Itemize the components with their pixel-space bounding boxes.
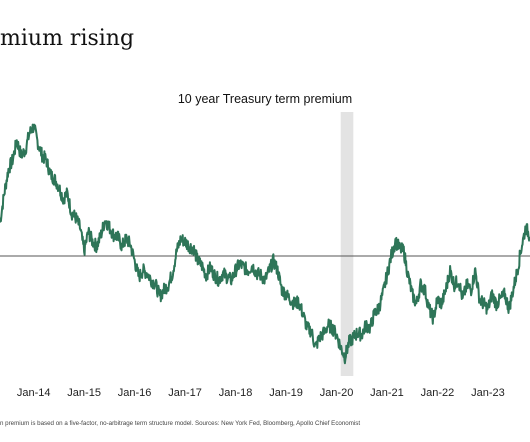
x-tick-label: Jan-17 — [168, 387, 202, 399]
x-axis-ticks: Jan-14 Jan-15 Jan-16 Jan-17 Jan-18 Jan-19 Jan-… — [17, 387, 505, 399]
term-premium-chart: 10 year Treasury term premium Jan-14 Jan-… — [0, 92, 530, 399]
x-tick-label: Jan-22 — [421, 387, 455, 399]
x-tick-label: Jan-15 — [67, 387, 101, 399]
x-tick-label: Jan-20 — [320, 387, 354, 399]
x-tick-label: Jan-23 — [471, 387, 505, 399]
series-line — [0, 123, 530, 365]
x-tick-label: Jan-14 — [17, 387, 51, 399]
x-tick-label: Jan-18 — [219, 387, 253, 399]
chart-title: 10 year Treasury term premium — [178, 92, 352, 106]
x-tick-label: Jan-19 — [269, 387, 303, 399]
x-tick-label: Jan-16 — [118, 387, 152, 399]
footnote: n premium is based on a five-factor, no-… — [0, 420, 361, 427]
shaded-period-band — [340, 112, 354, 376]
page-title: mium rising — [0, 26, 135, 51]
x-tick-label: Jan-21 — [370, 387, 404, 399]
